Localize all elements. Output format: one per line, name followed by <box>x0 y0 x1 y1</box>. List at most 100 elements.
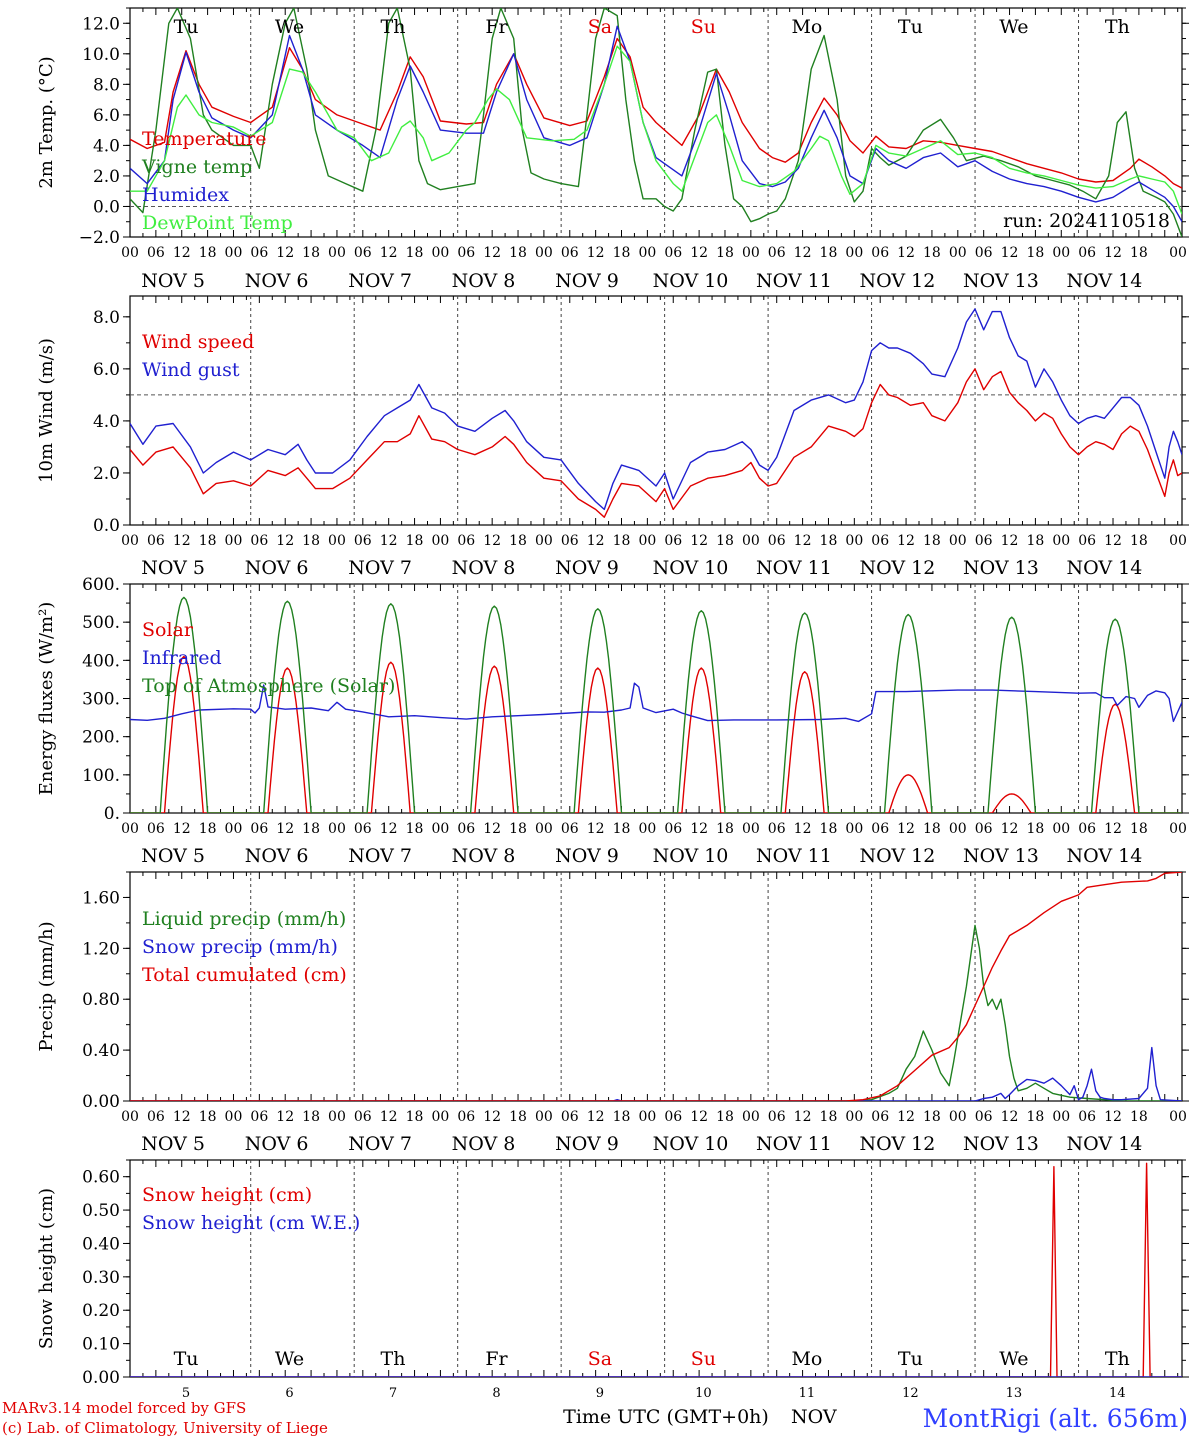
hour-tick-label: 18 <box>923 533 941 549</box>
hour-tick-label: 18 <box>716 1109 734 1125</box>
day-name-label: We <box>275 1348 304 1370</box>
hour-tick-label: 06 <box>354 821 372 837</box>
hour-tick-label: 12 <box>690 245 708 261</box>
hour-tick-label: 00 <box>121 245 139 261</box>
series-line-humidex <box>130 25 1182 223</box>
hour-tick-label: 00 <box>121 821 139 837</box>
plot-frame <box>129 295 1183 526</box>
day-number-label: 11 <box>799 1386 816 1401</box>
date-label: NOV 6 <box>245 270 309 292</box>
day-name-label: Th <box>381 16 406 38</box>
y-tick-label: 4.0 <box>93 412 120 432</box>
hour-tick-label: 12 <box>173 533 191 549</box>
y-axis-label: Energy fluxes (W/m²) <box>36 602 57 796</box>
day-name-label: Mo <box>791 1348 822 1370</box>
date-label: NOV 5 <box>141 270 205 292</box>
date-label: NOV 8 <box>452 270 516 292</box>
hour-tick-label: 06 <box>768 245 786 261</box>
hour-tick-label: 12 <box>276 1109 294 1125</box>
hour-tick-label: 12 <box>1104 1109 1122 1125</box>
series-line-wind-gust <box>130 308 1182 511</box>
day-name-label: Th <box>381 1348 406 1370</box>
hour-tick-label: 00 <box>535 1109 553 1125</box>
energy-panel: 0. 100. 200. 300. 400. 500. 600. Energy fluxes … <box>36 575 1189 867</box>
hour-tick-label: 00 <box>949 533 967 549</box>
hour-tick-label: 18 <box>613 821 631 837</box>
hour-tick-label: 06 <box>768 1109 786 1125</box>
hour-tick-label: 06 <box>871 245 889 261</box>
legend-entry: Infrared <box>142 647 222 669</box>
hour-tick-label: 00 <box>845 821 863 837</box>
hour-tick-label: 18 <box>199 1109 217 1125</box>
hour-tick-label: 12 <box>794 533 812 549</box>
hour-tick-label: 00 <box>742 245 760 261</box>
hour-tick-label: 00 <box>535 533 553 549</box>
hour-tick-label: 00 <box>638 1109 656 1125</box>
hour-tick-label: 00 <box>1169 1109 1187 1125</box>
series-line-snow-precip-mm-h- <box>130 1046 1182 1101</box>
hour-tick-label: 06 <box>147 533 165 549</box>
hour-tick-label: 06 <box>975 1109 993 1125</box>
date-label: NOV 9 <box>555 845 619 867</box>
hour-tick-label: 00 <box>638 533 656 549</box>
hour-tick-label: 06 <box>561 245 579 261</box>
legend-entry: Humidex <box>142 184 229 206</box>
date-label: NOV 14 <box>1066 845 1142 867</box>
hour-tick-label: 18 <box>199 245 217 261</box>
day-name-label: Tu <box>174 1348 199 1370</box>
y-tick-label: 0.0 <box>93 516 120 536</box>
day-name-label: Su <box>691 1348 716 1370</box>
day-number-label: 13 <box>1006 1386 1023 1401</box>
hour-tick-label: 00 <box>535 821 553 837</box>
hour-tick-label: 12 <box>380 533 398 549</box>
day-name-label: Th <box>1105 1348 1130 1370</box>
hour-tick-label: 00 <box>328 245 346 261</box>
date-label: NOV 9 <box>555 270 619 292</box>
hour-tick-label: 00 <box>638 821 656 837</box>
hour-tick-label: 00 <box>949 821 967 837</box>
hour-tick-label: 18 <box>199 821 217 837</box>
hour-tick-label: 18 <box>613 245 631 261</box>
y-tick-label: 500. <box>82 613 120 633</box>
series-group <box>130 308 1182 518</box>
hour-tick-label: 12 <box>483 533 501 549</box>
hour-tick-label: 18 <box>923 245 941 261</box>
hour-tick-label: 18 <box>820 533 838 549</box>
hour-tick-label: 18 <box>509 821 527 837</box>
day-name-label: We <box>999 16 1028 38</box>
day-name-label: Mo <box>791 16 822 38</box>
legend-entry: Solar <box>142 619 194 641</box>
hour-tick-label: 12 <box>1001 533 1019 549</box>
hour-tick-label: 00 <box>742 1109 760 1125</box>
legend-entry: Snow height (cm W.E.) <box>142 1212 360 1234</box>
hour-tick-label: 00 <box>949 245 967 261</box>
plot-frame <box>129 871 1183 1102</box>
y-tick-label: 0.50 <box>82 1201 120 1221</box>
temperature-panel: −2.0 0.0 2.0 4.0 6.0 8.0 10.0 12.0 2m Temp. (°C)… <box>36 7 1189 292</box>
day-number-label: 10 <box>695 1386 712 1401</box>
date-label: NOV 8 <box>452 845 516 867</box>
hour-tick-label: 06 <box>871 533 889 549</box>
legend-entry: Snow height (cm) <box>142 1184 312 1206</box>
hour-tick-label: 18 <box>406 1109 424 1125</box>
hour-tick-label: 18 <box>820 245 838 261</box>
series-line-infrared <box>130 682 1182 723</box>
hour-tick-label: 18 <box>302 245 320 261</box>
y-tick-label: 8.0 <box>93 308 120 328</box>
hour-tick-label: 18 <box>923 821 941 837</box>
hour-tick-label: 18 <box>1130 245 1148 261</box>
date-label: NOV 7 <box>348 1133 412 1155</box>
day-name-label: We <box>999 1348 1028 1370</box>
series-group <box>130 8 1182 237</box>
y-tick-label: 0.20 <box>82 1301 120 1321</box>
hour-tick-label: 00 <box>742 821 760 837</box>
legend-entry: Snow precip (mm/h) <box>142 936 338 958</box>
y-tick-label: 0.10 <box>82 1335 120 1355</box>
hour-tick-label: 00 <box>845 533 863 549</box>
date-label: NOV 12 <box>860 1133 936 1155</box>
hour-tick-label: 06 <box>664 533 682 549</box>
hour-tick-label: 06 <box>250 821 268 837</box>
date-label: NOV 5 <box>141 1133 205 1155</box>
date-label: NOV 5 <box>141 845 205 867</box>
wind-panel: 0.0 2.0 4.0 6.0 8.0 10m Wind (m/s) Wind speed W… <box>36 295 1189 579</box>
